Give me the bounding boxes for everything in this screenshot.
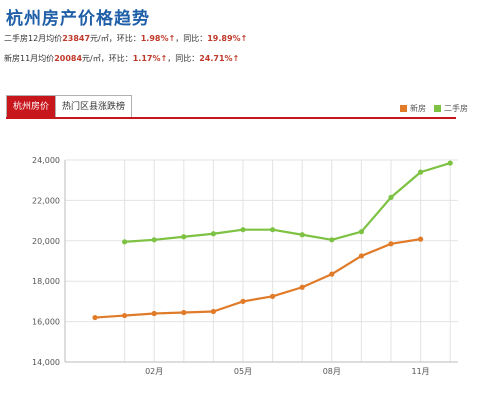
resale-home-point [358, 229, 364, 235]
resale-home-point [418, 169, 424, 175]
new-mom: 1.17%↑ [132, 54, 168, 63]
new-summary-prefix: 新房11月均价 [4, 54, 55, 63]
legend-label-new[interactable]: 新房 [410, 104, 426, 113]
y-tick-label: 24,000 [32, 156, 60, 165]
new-home-point [329, 271, 335, 277]
y-tick-label: 20,000 [32, 237, 60, 246]
y-tick-label: 16,000 [32, 318, 60, 327]
new-home-point [418, 236, 424, 242]
x-tick-label: 08月 [323, 367, 341, 376]
resale-summary-prefix: 二手房12月均价 [4, 34, 63, 43]
resale-home-point [210, 231, 216, 237]
resale-home-point [240, 227, 246, 233]
new-home-point [92, 314, 98, 321]
y-tick-label: 22,000 [32, 196, 60, 205]
tab-hangzhou-price[interactable]: 杭州房价 [7, 96, 57, 118]
resale-home-point [181, 234, 187, 240]
resale-summary: 二手房12月均价23847元/㎡，环比：1.98%↑，同比：19.89%↑ [4, 33, 247, 44]
new-unit: 元/㎡，环比： [82, 54, 133, 63]
new-home-point [151, 310, 157, 317]
x-tick-label: 05月 [234, 367, 252, 376]
legend-swatch-new [400, 105, 407, 112]
y-tick-label: 18,000 [32, 277, 60, 286]
x-tick-label: 02月 [145, 367, 163, 376]
tab-underline [6, 117, 456, 119]
new-yoy: 24.71%↑ [199, 54, 240, 63]
resale-yoy: 19.89%↑ [207, 34, 248, 43]
legend-swatch-resale [434, 105, 441, 112]
resale-home-point [447, 160, 453, 166]
new-home-point [270, 293, 276, 299]
resale-home-point [122, 239, 128, 245]
resale-mom: 1.98%↑ [140, 34, 176, 43]
new-home-point [181, 309, 187, 316]
new-price: 20084 [54, 54, 83, 63]
resale-home-point [329, 237, 335, 243]
resale-home-point [299, 232, 305, 238]
new-yoy-label: ，同比： [167, 54, 200, 63]
new-home-point [210, 308, 216, 315]
resale-home-point [388, 194, 394, 200]
resale-price: 23847 [62, 34, 91, 43]
legend-label-resale[interactable]: 二手房 [444, 104, 468, 113]
chart-legend: 新房 二手房 [392, 103, 468, 114]
resale-home-line [124, 162, 451, 243]
new-home-point [358, 253, 364, 259]
resale-yoy-label: ，同比： [175, 34, 208, 43]
resale-home-point [270, 227, 276, 233]
new-home-point [388, 241, 394, 247]
y-tick-label: 14,000 [32, 358, 60, 367]
new-home-line [94, 238, 421, 319]
resale-home-point [151, 237, 157, 243]
resale-unit: 元/㎡，环比： [90, 34, 141, 43]
new-summary: 新房11月均价20084元/㎡，环比：1.17%↑，同比：24.71%↑ [4, 53, 239, 64]
page-title: 杭州房产价格趋势 [6, 9, 150, 29]
new-home-point [299, 284, 305, 290]
tab-district-ranking[interactable]: 热门区县涨跌榜 [56, 96, 132, 118]
new-home-point [240, 298, 246, 304]
new-home-point [122, 312, 128, 319]
x-tick-label: 11月 [412, 367, 430, 376]
